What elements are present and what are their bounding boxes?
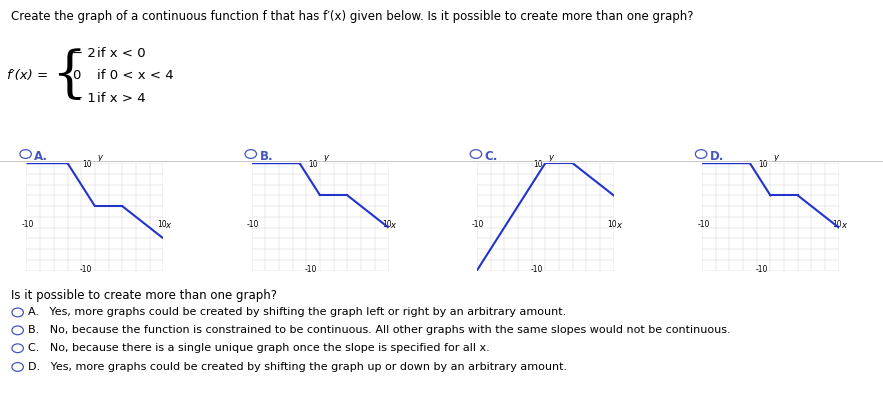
Text: -10: -10 (755, 265, 767, 274)
Text: 10: 10 (157, 220, 167, 228)
Text: x: x (165, 220, 170, 230)
Text: D.   Yes, more graphs could be created by shifting the graph up or down by an ar: D. Yes, more graphs could be created by … (28, 362, 568, 372)
Text: 10: 10 (382, 220, 392, 228)
Text: x: x (615, 220, 621, 230)
Text: C.: C. (485, 150, 498, 162)
Text: -10: -10 (530, 265, 542, 274)
Text: -10: -10 (305, 265, 317, 274)
Text: − 1: − 1 (72, 92, 96, 105)
Text: 0: 0 (72, 69, 80, 82)
Text: C.   No, because there is a single unique graph once the slope is specified for : C. No, because there is a single unique … (28, 343, 490, 353)
Text: -10: -10 (79, 265, 92, 274)
Text: y: y (98, 152, 102, 162)
Text: Create the graph of a continuous function f that has f′(x) given below. Is it po: Create the graph of a continuous functio… (11, 10, 693, 23)
Text: if x > 4: if x > 4 (97, 92, 146, 105)
Text: B.: B. (260, 150, 273, 162)
Text: 10: 10 (532, 160, 542, 169)
Text: if 0 < x < 4: if 0 < x < 4 (97, 69, 174, 82)
Text: -10: -10 (472, 220, 485, 228)
Text: {: { (51, 48, 87, 103)
Text: -10: -10 (247, 220, 260, 228)
Text: -10: -10 (22, 220, 34, 228)
Text: x: x (390, 220, 396, 230)
Text: B.   No, because the function is constrained to be continuous. All other graphs : B. No, because the function is constrain… (28, 325, 731, 336)
Text: y: y (548, 152, 553, 162)
Text: y: y (323, 152, 328, 162)
Text: A.: A. (34, 150, 49, 162)
Text: -10: -10 (698, 220, 710, 228)
Text: 10: 10 (608, 220, 617, 228)
Text: 10: 10 (833, 220, 842, 228)
Text: − 2: − 2 (72, 47, 96, 60)
Text: if x < 0: if x < 0 (97, 47, 146, 60)
Text: y: y (774, 152, 778, 162)
Text: 10: 10 (758, 160, 767, 169)
Text: A.   Yes, more graphs could be created by shifting the graph left or right by an: A. Yes, more graphs could be created by … (28, 307, 567, 318)
Text: Is it possible to create more than one graph?: Is it possible to create more than one g… (11, 289, 276, 302)
Text: 10: 10 (307, 160, 317, 169)
Text: D.: D. (710, 150, 724, 162)
Text: 10: 10 (82, 160, 92, 169)
Text: x: x (841, 220, 846, 230)
Text: f′(x) =: f′(x) = (7, 69, 49, 82)
